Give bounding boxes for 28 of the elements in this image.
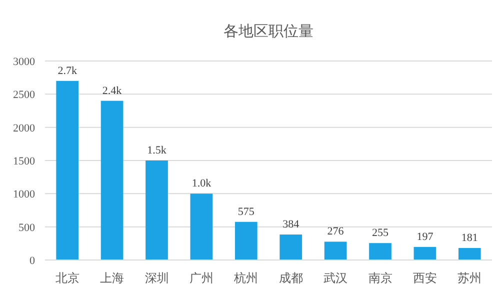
x-tick-label: 南京 — [368, 271, 392, 285]
x-tick-label: 成都 — [278, 271, 303, 285]
data-label: 1.5k — [147, 144, 167, 156]
y-tick-label: 2000 — [13, 122, 36, 134]
data-label: 384 — [282, 218, 300, 231]
data-label: 197 — [416, 230, 434, 243]
x-tick-label: 上海 — [100, 271, 124, 285]
y-tick-label: 0 — [30, 255, 36, 267]
x-tick-label: 深圳 — [144, 271, 169, 285]
data-label: 2.7k — [58, 64, 78, 77]
data-label: 181 — [461, 232, 478, 244]
x-tick-label: 北京 — [55, 271, 80, 285]
data-label: 575 — [238, 206, 255, 218]
x-tick-label: 杭州 — [233, 271, 258, 285]
data-label: 1.0k — [192, 178, 212, 190]
data-label: 255 — [372, 227, 389, 240]
y-tick-label: 1000 — [13, 188, 36, 201]
data-label: 2.4k — [102, 84, 122, 97]
x-tick-label: 武汉 — [324, 271, 348, 285]
x-tick-label: 广州 — [189, 271, 214, 285]
x-tick-label: 苏州 — [458, 271, 482, 285]
y-tick-label: 3000 — [13, 56, 36, 68]
data-label: 276 — [327, 226, 344, 238]
title: 各地区职位量 — [224, 22, 314, 40]
y-tick-label: 2500 — [13, 89, 36, 102]
x-tick-label: 西安 — [412, 271, 437, 285]
y-tick-label: 1500 — [13, 156, 36, 168]
y-tick-label: 500 — [18, 222, 36, 234]
